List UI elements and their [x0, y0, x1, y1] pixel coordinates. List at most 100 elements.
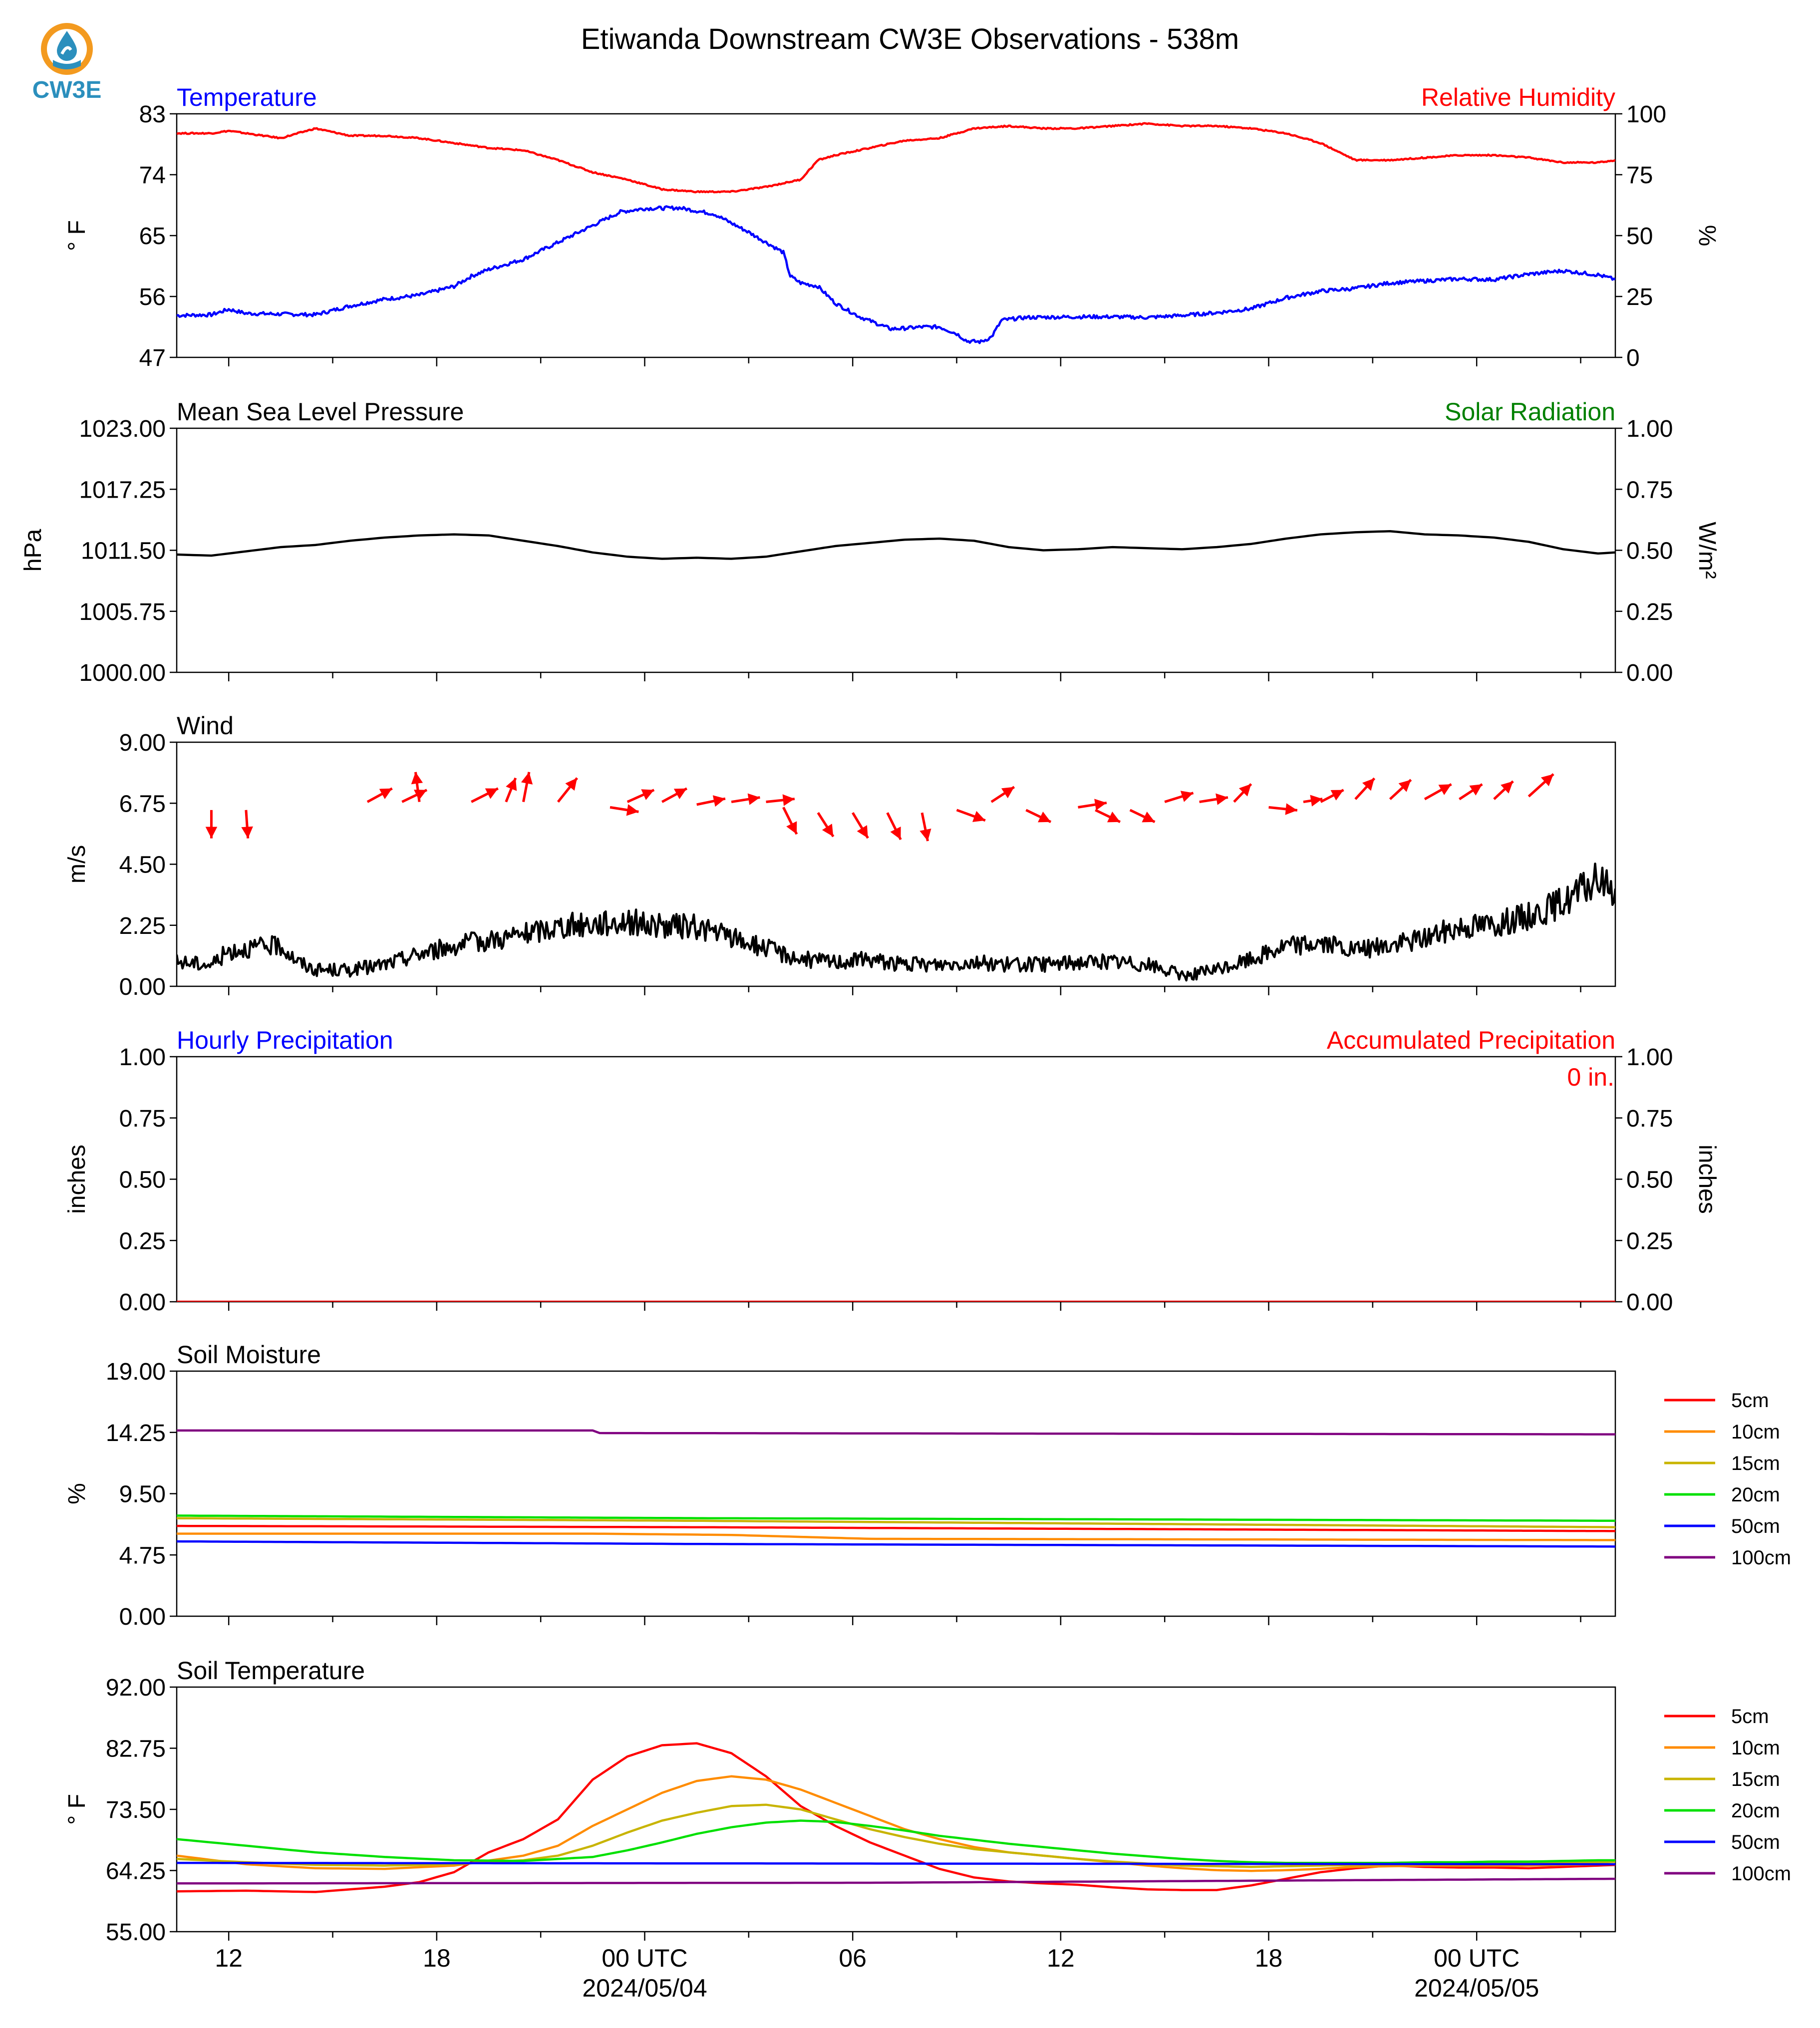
x-tick-label: 06 — [839, 1944, 867, 1972]
y-tick-label-left: 1017.25 — [79, 477, 166, 503]
x-tick-label: 12 — [215, 1944, 243, 1972]
panel-title-right: Accumulated Precipitation — [1327, 1026, 1615, 1054]
wind-arrow-head — [1238, 784, 1251, 797]
y-tick-label-left: 55.00 — [106, 1919, 166, 1946]
y-tick-label-left: 4.50 — [119, 852, 166, 878]
y-tick-label-left: 9.50 — [119, 1481, 166, 1508]
y-tick-label-left: 74 — [139, 162, 166, 189]
logo-label: CW3E — [32, 77, 102, 103]
series-line-mslp — [177, 530, 1615, 560]
y-tick-label-left: 19.00 — [106, 1359, 166, 1385]
y-tick-label-left: 4.75 — [119, 1542, 166, 1569]
y-tick-label-right: 25 — [1626, 284, 1653, 310]
legend-label-5cm: 5cm — [1731, 1390, 1769, 1412]
wind-arrow-head — [786, 821, 797, 835]
wind-arrow-head — [919, 829, 931, 842]
legend-label-10cm: 10cm — [1731, 1737, 1780, 1759]
logo-text: CW3E — [32, 77, 102, 103]
wind-arrow-head — [1469, 784, 1483, 796]
wind-arrow-head — [712, 795, 725, 807]
wind-arrow-head — [641, 789, 654, 800]
wind-arrow-head — [626, 804, 639, 816]
accumulated-precip-value: 0 in. — [1567, 1063, 1614, 1091]
wind-arrow-head — [890, 827, 901, 840]
legend-label-100cm: 100cm — [1731, 1863, 1791, 1885]
series-line-100cm — [177, 1429, 1615, 1436]
legend: 5cm 10cm 15cm 20cm 50cm 100cm — [1664, 1706, 1791, 1885]
x-date-label: 2024/05/05 — [1414, 1974, 1539, 2002]
series-line-10cm — [177, 1532, 1615, 1541]
wind-arrow-head — [1107, 812, 1120, 823]
wind-arrow-head — [506, 778, 517, 791]
wind-arrow-head — [1330, 790, 1344, 801]
y-axis-label-left: m/s — [64, 845, 90, 883]
panel-title-left: Soil Moisture — [177, 1341, 321, 1369]
y-tick-label-left: 92.00 — [106, 1675, 166, 1701]
wind-arrow-head — [379, 788, 392, 800]
y-tick-label-left: 14.25 — [106, 1420, 166, 1447]
y-axis-label-left: ° F — [64, 220, 90, 251]
wind-arrow-head — [1362, 778, 1375, 791]
y-tick-label-left: 6.75 — [119, 791, 166, 817]
panel-title-right: Relative Humidity — [1421, 83, 1615, 111]
series-line-50cm — [177, 1862, 1615, 1866]
y-tick-label-right: 0.25 — [1626, 599, 1673, 625]
wind-arrow-head — [972, 811, 985, 822]
wind-arrow-head — [205, 827, 218, 839]
series-line-5cm — [177, 1742, 1615, 1893]
series-line-100cm — [177, 1877, 1615, 1885]
wind-arrow-head — [673, 788, 687, 800]
panel-soil_temp: 92.00 82.75 73.50 64.25 55.00 Soil Temperatur… — [64, 1657, 1791, 1946]
wind-arrow-head — [521, 772, 533, 785]
wind-arrow-head — [1142, 812, 1155, 823]
plot-frame — [176, 1370, 1616, 1617]
x-tick-label: 12 — [1047, 1944, 1075, 1972]
plot-frame — [176, 741, 1616, 987]
series-line-relative-humidity — [177, 122, 1615, 194]
legend-label-20cm: 20cm — [1731, 1484, 1780, 1506]
y-tick-label-left: 1000.00 — [79, 660, 166, 686]
y-tick-label-left: 0.50 — [119, 1167, 166, 1193]
series-line-10cm — [177, 1775, 1615, 1872]
legend-label-20cm: 20cm — [1731, 1800, 1780, 1822]
wind-arrow-head — [411, 772, 423, 785]
series-line-temperature — [177, 205, 1615, 344]
series-line-wind-speed — [177, 863, 1615, 982]
wind-arrow-head — [1215, 793, 1228, 805]
x-date-label: 2024/05/04 — [582, 1974, 707, 2002]
series-line-5cm — [177, 1524, 1615, 1532]
plot-frame — [176, 1686, 1616, 1933]
y-tick-label-left: 2.25 — [119, 913, 166, 939]
y-tick-label-right: 0.25 — [1626, 1228, 1673, 1254]
wind-arrow-head — [1038, 812, 1051, 823]
wind-arrow-head — [241, 826, 253, 839]
y-tick-label-left: 1005.75 — [79, 599, 166, 625]
legend: 5cm 10cm 15cm 20cm 50cm 100cm — [1664, 1390, 1791, 1569]
panel-precip: 1.00 0.75 0.50 0.25 0.00 1.00 0.75 0.50 0.25 0.00… — [64, 1026, 1720, 1316]
y-axis-label-left: % — [64, 1483, 90, 1504]
wind-arrow-head — [1001, 787, 1014, 799]
panel-wind: 9.00 6.75 4.50 2.25 0.00 Wind m/s — [64, 712, 1616, 1000]
panel-pressure: 1023.00 1017.25 1011.50 1005.75 1000.00 1.00 0… — [20, 398, 1720, 686]
wind-arrow-head — [822, 824, 834, 837]
legend-label-50cm: 50cm — [1731, 1515, 1780, 1537]
y-tick-label-left: 0.00 — [119, 974, 166, 1000]
legend-label-15cm: 15cm — [1731, 1768, 1780, 1790]
wind-arrow-head — [1501, 781, 1514, 794]
panel-title-left: Hourly Precipitation — [177, 1026, 393, 1054]
y-tick-label-left: 82.75 — [106, 1736, 166, 1762]
wind-arrow-head — [857, 825, 868, 839]
series-group — [177, 772, 1615, 982]
y-tick-label-right: 0.00 — [1626, 660, 1673, 686]
wind-arrow-head — [1310, 795, 1323, 807]
legend-label-5cm: 5cm — [1731, 1706, 1769, 1728]
panel-soil_moisture: 19.00 14.25 9.50 4.75 0.00 Soil Moisture% 5cm 1… — [64, 1341, 1791, 1630]
series-group — [177, 1742, 1615, 1893]
y-tick-label-left: 0.75 — [119, 1106, 166, 1132]
y-tick-label-left: 83 — [139, 101, 166, 128]
y-tick-label-right: 0.00 — [1626, 1289, 1673, 1316]
series-line-50cm — [177, 1540, 1615, 1548]
y-tick-label-left: 56 — [139, 284, 166, 310]
wind-arrow-head — [1094, 799, 1107, 811]
y-tick-label-right: 100 — [1626, 101, 1666, 128]
